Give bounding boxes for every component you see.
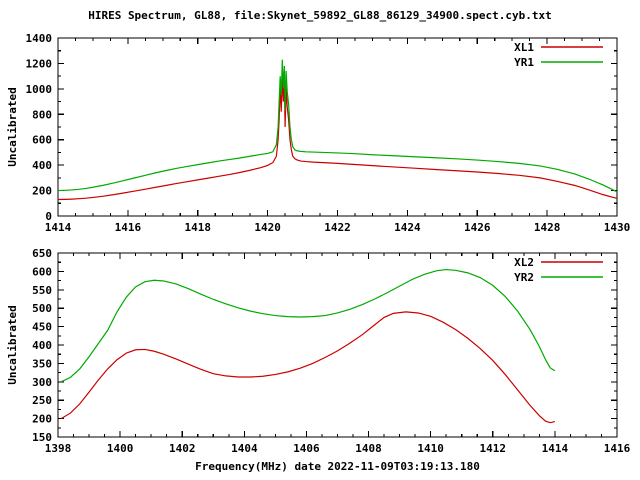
panel-bottom-yticklabel: 400 — [32, 339, 52, 352]
panel-top-yticklabel: 800 — [32, 108, 52, 121]
panel-top-yticklabel: 1200 — [26, 57, 53, 70]
panel-bottom: 1398 1400 1402 1404 1406 1408 1410 1412 1414 1416… — [6, 247, 631, 473]
panel-top-xticklabel: 1414 — [45, 221, 72, 234]
panel-bottom-series-xl2 — [60, 311, 556, 424]
panel-top-legend-label-xl1: XL1 — [514, 41, 534, 54]
panel-top-xticklabel: 1424 — [394, 221, 421, 234]
panel-bottom-yticklabel: 450 — [32, 321, 52, 334]
panel-top-legend-label-yr1: YR1 — [514, 56, 534, 69]
panel-bottom-yticklabel: 550 — [32, 284, 52, 297]
panel-bottom-yticklabel: 350 — [32, 357, 52, 370]
panel-top-yticklabel: 1400 — [26, 32, 53, 45]
panel-top-xticklabel: 1416 — [115, 221, 142, 234]
panel-bottom-legend-label-xl2: XL2 — [514, 256, 534, 269]
panel-bottom-xticklabel: 1412 — [480, 442, 507, 455]
figure-title: HIRES Spectrum, GL88, file:Skynet_59892_… — [88, 9, 552, 22]
panel-bottom-xticklabel: 1406 — [293, 442, 320, 455]
panel-top-xticklabel: 1428 — [534, 221, 561, 234]
panel-bottom-xticklabel: 1414 — [542, 442, 569, 455]
panel-bottom-yticklabel: 150 — [32, 431, 52, 444]
panel-top-xticklabel: 1430 — [604, 221, 631, 234]
panel-top-yticklabel: 600 — [32, 134, 52, 147]
panel-bottom-xticklabel: 1404 — [231, 442, 258, 455]
panel-bottom-xticklabel: 1402 — [169, 442, 196, 455]
panel-top-xticklabel: 1422 — [324, 221, 351, 234]
panel-bottom-yticklabel: 200 — [32, 413, 52, 426]
panel-top-ylabel: Uncalibrated — [6, 87, 19, 166]
panel-bottom-yticklabel: 250 — [32, 394, 52, 407]
panel-top-series-yr1 — [57, 59, 618, 193]
panel-top-yticklabel: 0 — [45, 210, 52, 223]
panel-bottom-xticklabel: 1408 — [355, 442, 382, 455]
panel-bottom-yticklabel: 300 — [32, 376, 52, 389]
panel-top-yticklabel: 200 — [32, 185, 52, 198]
panel-top-xticklabel: 1420 — [254, 221, 281, 234]
panel-bottom-xticklabel: 1410 — [417, 442, 444, 455]
panel-top-yticklabel: 400 — [32, 159, 52, 172]
panel-bottom-series-yr2 — [60, 268, 556, 383]
panel-bottom-ylabel: Uncalibrated — [6, 305, 19, 384]
panel-bottom-yticklabel: 500 — [32, 302, 52, 315]
panel-bottom-yticklabel: 650 — [32, 247, 52, 260]
panel-top-xticklabel: 1418 — [185, 221, 212, 234]
panel-top: 1414 1416 1418 1420 1422 1424 1426 1428 1430 0 200… — [6, 32, 630, 234]
panel-bottom-legend-label-yr2: YR2 — [514, 271, 534, 284]
panel-bottom-yticklabel: 600 — [32, 265, 52, 278]
panel-bottom-xticklabel: 1400 — [107, 442, 134, 455]
panel-bottom-xticklabel: 1398 — [45, 442, 72, 455]
panel-bottom-xticklabel: 1416 — [604, 442, 631, 455]
panel-bottom-xlabel: Frequency(MHz) date 2022-11-09T03:19:13.… — [195, 460, 480, 473]
panel-top-series-xl1 — [57, 77, 618, 201]
panel-top-yticklabel: 1000 — [26, 83, 53, 96]
panel-top-xticklabel: 1426 — [464, 221, 491, 234]
